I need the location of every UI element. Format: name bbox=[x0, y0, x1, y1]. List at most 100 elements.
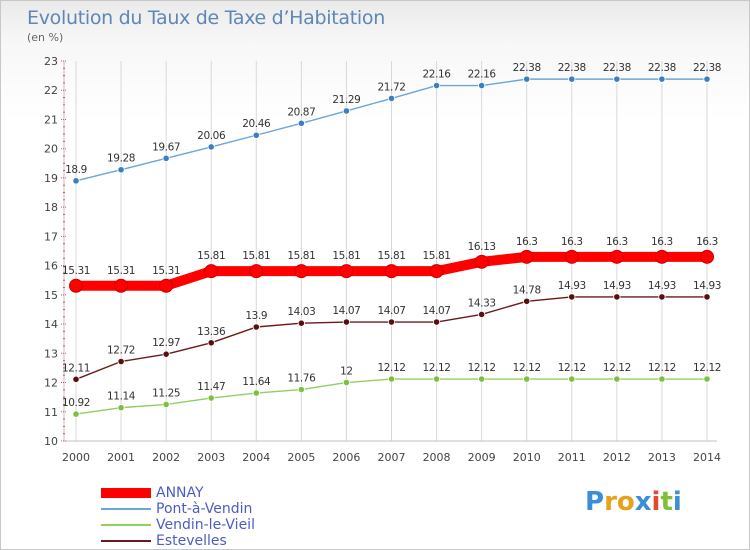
y-tick-label: 13 bbox=[44, 347, 58, 360]
legend-label: Estevelles bbox=[156, 533, 227, 549]
x-tick-label: 2012 bbox=[603, 451, 631, 464]
x-tick-label: 2013 bbox=[648, 451, 676, 464]
data-label: 14.33 bbox=[468, 297, 496, 309]
data-label: 12.72 bbox=[107, 344, 135, 356]
x-tick-label: 2007 bbox=[378, 451, 406, 464]
data-point bbox=[432, 81, 441, 90]
logo-letter: P bbox=[585, 487, 605, 517]
y-tick-label: 21 bbox=[44, 113, 58, 126]
data-label: 14.07 bbox=[377, 305, 405, 317]
legend-item: Pont-à-Vendin bbox=[101, 501, 255, 517]
data-point bbox=[159, 278, 174, 293]
data-point bbox=[658, 375, 666, 383]
proxiti-logo: Proxiti bbox=[585, 487, 682, 517]
data-label: 22.38 bbox=[603, 62, 631, 74]
logo-letter: x bbox=[634, 487, 652, 517]
data-label: 22.38 bbox=[513, 62, 541, 74]
data-label: 12 bbox=[340, 366, 353, 378]
data-label: 20.06 bbox=[197, 130, 226, 142]
data-point bbox=[204, 264, 219, 279]
data-label: 19.28 bbox=[107, 153, 135, 165]
logo-letter: i bbox=[651, 487, 661, 517]
logo-letter: o bbox=[616, 487, 635, 517]
y-tick-label: 12 bbox=[44, 377, 58, 390]
x-tick-label: 2008 bbox=[423, 451, 451, 464]
data-label: 14.93 bbox=[693, 280, 721, 292]
x-tick-label: 2003 bbox=[197, 451, 225, 464]
data-label: 16.3 bbox=[561, 236, 583, 248]
data-point bbox=[297, 385, 305, 394]
data-label: 15.81 bbox=[197, 250, 225, 262]
data-point bbox=[117, 166, 125, 174]
data-label: 15.31 bbox=[152, 265, 180, 277]
data-label: 12.12 bbox=[377, 362, 405, 374]
legend-swatch bbox=[101, 508, 151, 510]
data-label: 14.07 bbox=[332, 305, 360, 317]
data-point bbox=[162, 154, 170, 162]
x-tick-label: 2010 bbox=[513, 451, 541, 464]
legend-label: Pont-à-Vendin bbox=[156, 501, 253, 517]
y-tick-label: 16 bbox=[44, 260, 58, 273]
data-label: 11.47 bbox=[197, 381, 225, 393]
data-label: 13.9 bbox=[245, 310, 267, 322]
y-tick-label: 20 bbox=[44, 143, 58, 156]
data-label: 13.36 bbox=[197, 326, 226, 338]
data-point bbox=[339, 264, 354, 279]
y-tick-label: 14 bbox=[44, 318, 58, 331]
data-point bbox=[207, 394, 215, 402]
data-label: 20.87 bbox=[287, 106, 315, 118]
data-label: 16.3 bbox=[651, 236, 673, 248]
data-point bbox=[609, 249, 624, 264]
data-point bbox=[523, 75, 531, 83]
legend-label: Vendin-le-Vieil bbox=[156, 517, 255, 533]
data-label: 15.31 bbox=[107, 265, 135, 277]
data-point bbox=[703, 75, 711, 83]
data-point bbox=[207, 143, 215, 151]
data-label: 11.64 bbox=[242, 376, 271, 388]
legend-swatch bbox=[101, 540, 151, 542]
legend-item: ANNAY bbox=[101, 485, 255, 501]
y-tick-label: 18 bbox=[44, 201, 58, 214]
logo-letter: i bbox=[672, 487, 682, 517]
y-tick-label: 15 bbox=[44, 289, 58, 302]
data-point bbox=[478, 81, 486, 90]
data-label: 12.12 bbox=[693, 362, 721, 374]
data-point bbox=[162, 350, 170, 358]
y-tick-label: 19 bbox=[44, 172, 58, 185]
data-point bbox=[207, 339, 215, 347]
data-label: 12.12 bbox=[423, 362, 451, 374]
data-point bbox=[342, 107, 351, 115]
data-label: 14.93 bbox=[558, 280, 586, 292]
data-point bbox=[117, 404, 125, 412]
data-point bbox=[117, 357, 125, 366]
data-point bbox=[342, 378, 351, 387]
data-point bbox=[613, 293, 621, 301]
data-point bbox=[703, 293, 711, 301]
data-point bbox=[568, 293, 576, 301]
data-point bbox=[294, 264, 309, 279]
data-label: 22.16 bbox=[468, 69, 497, 81]
data-label: 15.81 bbox=[423, 250, 451, 262]
data-point bbox=[72, 375, 80, 383]
data-point bbox=[478, 375, 486, 383]
data-point bbox=[658, 75, 666, 83]
data-label: 12.11 bbox=[62, 362, 90, 374]
x-tick-label: 2011 bbox=[558, 451, 586, 464]
data-point bbox=[69, 278, 83, 293]
y-tick-label: 22 bbox=[44, 84, 58, 97]
logo-letter: r bbox=[604, 487, 617, 517]
data-label: 21.72 bbox=[377, 81, 405, 93]
data-label: 19.67 bbox=[152, 141, 180, 153]
data-label: 15.81 bbox=[332, 250, 360, 262]
data-point bbox=[613, 375, 621, 383]
data-point bbox=[523, 297, 531, 305]
legend-swatch bbox=[101, 524, 151, 526]
data-point bbox=[429, 264, 444, 279]
x-tick-label: 2001 bbox=[107, 451, 135, 464]
chart-legend: ANNAY Pont-à-Vendin Vendin-le-Vieil Estevel… bbox=[101, 485, 255, 549]
y-tick-label: 11 bbox=[44, 406, 58, 419]
data-point bbox=[564, 249, 579, 264]
data-point bbox=[700, 249, 714, 264]
data-label: 12.12 bbox=[603, 362, 631, 374]
